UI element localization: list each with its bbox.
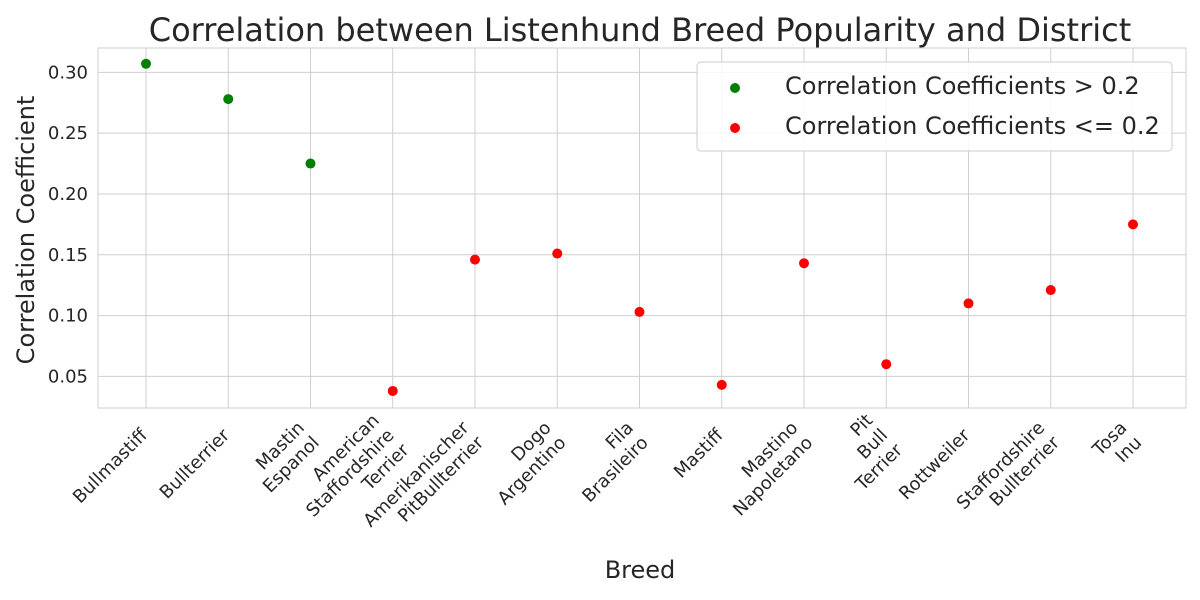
data-points <box>141 58 1138 396</box>
y-axis-ticks: 0.05 0.10 0.15 0.20 0.25 0.30 <box>48 62 88 387</box>
data-point-5 <box>552 248 563 259</box>
x-tick-label: AmericanStaffordshireTerrier <box>287 410 414 537</box>
data-point-8 <box>799 258 809 269</box>
svg-text:StaffordshireBullterrier: StaffordshireBullterrier <box>953 417 1065 529</box>
y-tick-label: 0.20 <box>48 184 88 205</box>
x-tick-label: DogoArgentino <box>479 418 571 510</box>
x-tick-label: StaffordshireBullterrier <box>953 417 1065 529</box>
data-point-10 <box>963 298 974 309</box>
legend-marker-high <box>730 83 740 93</box>
x-axis-ticks: Bullmastiff Bullterrier MastinEspanolAmeri… <box>69 410 1146 537</box>
data-point-11 <box>1045 285 1056 296</box>
grid <box>98 48 1186 408</box>
svg-text:FilaBrasileiro: FilaBrasileiro <box>563 418 652 507</box>
svg-text:MastinoNapoletano: MastinoNapoletano <box>714 418 817 521</box>
plot-area <box>97 47 1187 409</box>
data-point-1 <box>223 94 234 105</box>
chart-title: Correlation between Listenhund Breed Pop… <box>149 11 1132 49</box>
x-tick-label: MastinoNapoletano <box>714 418 817 521</box>
svg-text:PitBullTerrier: PitBullTerrier <box>821 410 907 496</box>
svg-text:TosaInu: TosaInu <box>1088 418 1146 476</box>
y-tick-label: 0.25 <box>48 123 88 144</box>
data-point-4 <box>470 254 480 265</box>
y-axis-label: Correlation Coefficient <box>12 96 40 365</box>
x-tick-label: Mastiff <box>670 425 728 483</box>
svg-text:DogoArgentino: DogoArgentino <box>479 418 571 510</box>
x-tick-label: Bullmastiff <box>69 425 152 508</box>
data-point-6 <box>634 306 645 317</box>
svg-text:Bullterrier: Bullterrier <box>156 425 235 504</box>
x-tick-label: TosaInu <box>1088 418 1146 476</box>
data-point-2 <box>305 158 316 169</box>
legend-label-low: Correlation Coefficients <= 0.2 <box>785 112 1160 140</box>
x-tick-label: Bullterrier <box>156 425 235 504</box>
y-tick-label: 0.15 <box>48 245 88 266</box>
data-point-7 <box>716 379 727 390</box>
svg-text:Mastiff: Mastiff <box>670 425 728 483</box>
svg-text:MastinEspanol: MastinEspanol <box>244 418 324 498</box>
x-tick-label: FilaBrasileiro <box>563 418 652 507</box>
data-point-9 <box>881 359 892 370</box>
data-point-12 <box>1128 219 1138 230</box>
y-tick-label: 0.05 <box>48 366 88 387</box>
legend: Correlation Coefficients > 0.2 Correlati… <box>696 61 1173 152</box>
y-tick-label: 0.30 <box>48 62 88 83</box>
data-point-0 <box>141 58 151 69</box>
x-axis-label: Breed <box>605 556 676 584</box>
legend-box <box>696 61 1173 152</box>
y-tick-label: 0.10 <box>48 306 88 327</box>
x-tick-label: MastinEspanol <box>244 418 324 498</box>
legend-marker-low <box>730 123 740 133</box>
data-point-3 <box>387 385 398 396</box>
x-tick-label: PitBullTerrier <box>821 410 907 496</box>
legend-label-high: Correlation Coefficients > 0.2 <box>785 72 1140 100</box>
svg-text:AmericanStaffordshireTerrier: AmericanStaffordshireTerrier <box>287 410 414 537</box>
svg-text:Bullmastiff: Bullmastiff <box>69 425 152 508</box>
